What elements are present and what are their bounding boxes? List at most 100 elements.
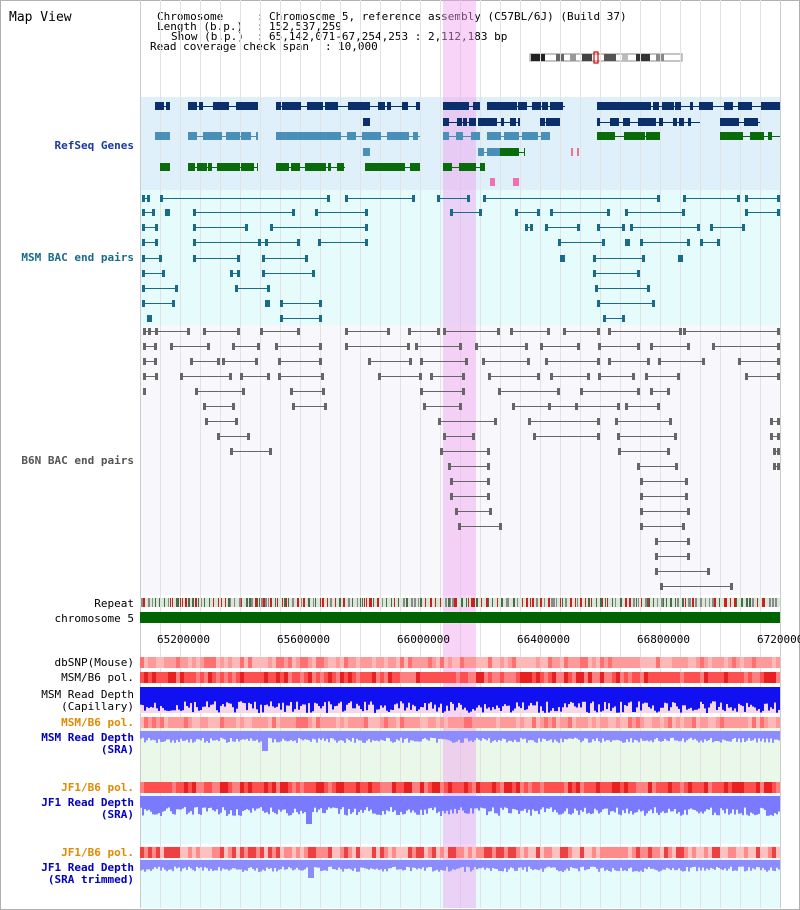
jf1-pol-cell bbox=[320, 782, 324, 793]
jf1-depth-sra-bar bbox=[562, 796, 564, 814]
msm-pol2-cell bbox=[268, 717, 272, 728]
msm-depth-cap-bar bbox=[156, 687, 158, 709]
b6n-bac-end bbox=[237, 328, 240, 335]
jf1-depth-trim-bar bbox=[568, 860, 570, 871]
msm-depth-sra-bar bbox=[388, 731, 390, 739]
msm-bac-end bbox=[537, 209, 540, 216]
jf1-depth-sra-bar bbox=[438, 796, 440, 812]
msm-depth-cap-bar bbox=[606, 687, 608, 710]
gene-green-exon bbox=[638, 132, 645, 140]
msm-pol2-cell bbox=[596, 717, 600, 728]
jf1-pol2-cell bbox=[332, 847, 336, 858]
jf1-depth-trim-bar bbox=[610, 860, 612, 872]
b6n-bac-pair bbox=[655, 571, 710, 572]
gene-dark-exon bbox=[443, 102, 454, 110]
jf1-depth-sra-bar bbox=[746, 796, 748, 815]
gene-dark-exon bbox=[699, 102, 710, 110]
msm-depth-sra-bar bbox=[554, 731, 556, 740]
msm-pol2-cell bbox=[712, 717, 716, 728]
msm-depth-cap-bar bbox=[548, 687, 550, 713]
jf1-depth-trim-bar bbox=[480, 860, 482, 869]
selection-highlight[interactable] bbox=[443, 0, 476, 908]
gene-green-3-exon bbox=[465, 163, 476, 171]
msm-pol2-cell bbox=[568, 717, 572, 728]
msm-pol-cell bbox=[736, 672, 740, 683]
jf1-depth-sra-bar bbox=[742, 796, 744, 816]
msm-depth-sra-bar bbox=[602, 731, 604, 739]
jf1-depth-trim-bar bbox=[698, 860, 700, 868]
jf1-pol-cell bbox=[232, 782, 236, 793]
track-label-b6n-bac[interactable]: B6N BAC end pairs bbox=[21, 454, 134, 467]
dbsnp-cell bbox=[184, 657, 188, 668]
msm-pol-cell bbox=[688, 672, 692, 683]
msm-bac-end bbox=[147, 195, 150, 202]
msm-pol2-cell bbox=[492, 717, 496, 728]
msm-depth-cap-bar bbox=[486, 687, 488, 709]
b6n-bac-end bbox=[730, 583, 733, 590]
msm-depth-sra-bar bbox=[566, 731, 568, 740]
track-label-msm-bac[interactable]: MSM BAC end pairs bbox=[21, 251, 134, 264]
b6n-bac-end bbox=[632, 373, 635, 380]
repeat-element bbox=[204, 598, 205, 607]
jf1-depth-sra-bar bbox=[544, 796, 546, 813]
jf1-depth-trim-bar bbox=[682, 860, 684, 872]
msm-bac-end bbox=[237, 270, 240, 277]
jf1-depth-sra-bar bbox=[196, 796, 198, 808]
msm-depth-sra-bar bbox=[638, 731, 640, 743]
msm-bac-end bbox=[193, 209, 196, 216]
msm-depth-cap-bar bbox=[334, 687, 336, 707]
jf1-depth-sra-bar bbox=[368, 796, 370, 812]
jf1-depth-sra-bar bbox=[778, 796, 780, 812]
repeat-element bbox=[398, 598, 399, 607]
msm-depth-sra-bar bbox=[394, 731, 396, 742]
msm-depth-sra-bar bbox=[332, 731, 334, 739]
msm-depth-sra-bar bbox=[232, 731, 234, 742]
msm-depth-cap-bar bbox=[180, 687, 182, 711]
msm-bac-end bbox=[550, 209, 553, 216]
b6n-bac-pair bbox=[143, 331, 190, 332]
dbsnp-cell bbox=[480, 657, 484, 668]
dbsnp-cell bbox=[536, 657, 540, 668]
jf1-pol-cell bbox=[304, 782, 308, 793]
gene-green-3-exon bbox=[449, 163, 452, 171]
msm-depth-sra-bar bbox=[458, 731, 460, 740]
msm-pol-cell bbox=[616, 672, 620, 683]
msm-depth-cap-bar bbox=[372, 687, 374, 705]
msm-depth-sra-bar bbox=[238, 731, 240, 742]
jf1-pol-cell bbox=[296, 782, 300, 793]
msm-depth-sra-bar bbox=[580, 731, 582, 743]
jf1-pol-cell bbox=[676, 782, 680, 793]
jf1-depth-sra-bar bbox=[444, 796, 446, 814]
msm-depth-sra-bar bbox=[710, 731, 712, 738]
jf1-depth-trim-bar bbox=[292, 860, 294, 871]
msm-depth-cap-bar bbox=[468, 687, 470, 713]
b6n-bac-end bbox=[255, 358, 258, 365]
msm-bac-pair bbox=[550, 212, 610, 213]
dbsnp-cell bbox=[232, 657, 236, 668]
msm-pol2-cell bbox=[516, 717, 520, 728]
b6n-bac-end bbox=[450, 478, 453, 485]
msm-pol2-cell bbox=[228, 717, 232, 728]
msm-depth-sra-bar bbox=[404, 731, 406, 740]
jf1-depth-sra-bar bbox=[650, 796, 652, 810]
msm-pol2-cell bbox=[452, 717, 456, 728]
jf1-depth-trim-bar bbox=[210, 860, 212, 869]
gene-dark-2-exon bbox=[552, 118, 560, 126]
jf1-pol2-cell bbox=[232, 847, 236, 858]
repeat-element bbox=[406, 598, 408, 607]
msm-depth-sra-bar bbox=[398, 731, 400, 741]
jf1-depth-trim-bar bbox=[484, 860, 486, 870]
jf1-depth-trim-bar bbox=[446, 860, 448, 867]
msm-pol-cell bbox=[312, 672, 316, 683]
msm-depth-sra-bar bbox=[536, 731, 538, 743]
repeat-element bbox=[373, 598, 374, 607]
gene-dark-exon bbox=[508, 102, 517, 110]
msm-pol-cell bbox=[236, 672, 240, 683]
track-label-refseq[interactable]: RefSeq Genes bbox=[54, 139, 134, 152]
track-label-msm-depth-cap-1: MSM Read Depth bbox=[41, 688, 134, 701]
msm-depth-sra-bar bbox=[342, 731, 344, 741]
dbsnp-cell bbox=[496, 657, 500, 668]
jf1-depth-sra-bar bbox=[716, 796, 718, 816]
jf1-pol-cell bbox=[716, 782, 720, 793]
jf1-depth-trim-bar bbox=[268, 860, 270, 869]
